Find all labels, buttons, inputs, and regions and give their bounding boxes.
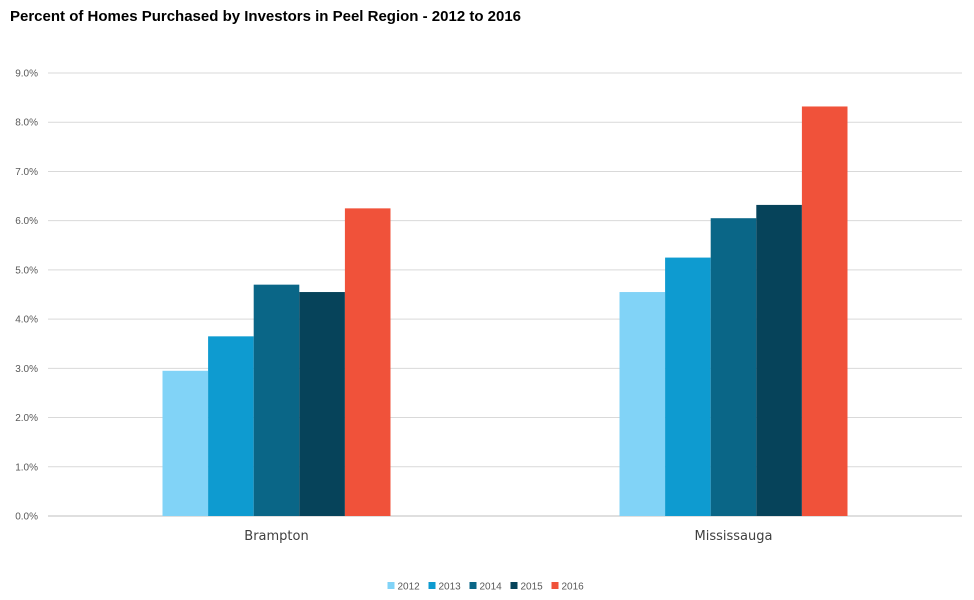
y-tick-label: 0.0% — [15, 512, 38, 523]
legend-swatch — [551, 582, 559, 589]
legend-label: 2013 — [439, 582, 462, 593]
legend-swatch — [469, 582, 477, 589]
bar-mississauga-2014 — [710, 218, 757, 516]
bar-mississauga-2015 — [756, 204, 802, 516]
bar-brampton-2014 — [253, 284, 300, 516]
legend-swatch — [428, 582, 436, 589]
y-axis-tick-labels: 0.0% 1.0% 2.0% 3.0% 4.0% 5.0% 6.0% 7.0% 8.0% 9.0% — [15, 69, 38, 523]
y-tick-label: 3.0% — [15, 364, 38, 375]
y-tick-label: 4.0% — [15, 315, 38, 326]
bar-mississauga-2012 — [619, 292, 666, 516]
chart-title: Percent of Homes Purchased by Investors … — [10, 8, 522, 25]
bar-brampton-2016 — [344, 208, 391, 516]
legend-label: 2012 — [398, 582, 421, 593]
legend-swatch — [510, 582, 518, 589]
bar-brampton-2012 — [162, 370, 209, 516]
y-tick-label: 5.0% — [15, 265, 38, 276]
legend: 2012 2013 2014 2015 2016 — [387, 582, 585, 593]
y-tick-label: 9.0% — [15, 69, 38, 80]
x-axis-category-labels: Brampton Mississauga — [244, 529, 772, 544]
legend-label: 2015 — [521, 582, 544, 593]
bar-mississauga-2013 — [665, 257, 711, 516]
y-tick-label: 7.0% — [15, 167, 38, 178]
category-label: Brampton — [244, 529, 308, 544]
category-label: Mississauga — [695, 529, 773, 544]
bar-brampton-2015 — [299, 292, 345, 516]
legend-label: 2016 — [562, 582, 585, 593]
y-tick-label: 2.0% — [15, 413, 38, 424]
y-tick-label: 1.0% — [15, 462, 38, 473]
y-tick-label: 8.0% — [15, 118, 38, 129]
bar-mississauga-2016 — [801, 106, 848, 517]
legend-label: 2014 — [480, 582, 503, 593]
y-tick-label: 6.0% — [15, 216, 38, 227]
bar-brampton-2013 — [208, 336, 254, 516]
bars — [162, 106, 848, 517]
legend-swatch — [387, 582, 395, 589]
